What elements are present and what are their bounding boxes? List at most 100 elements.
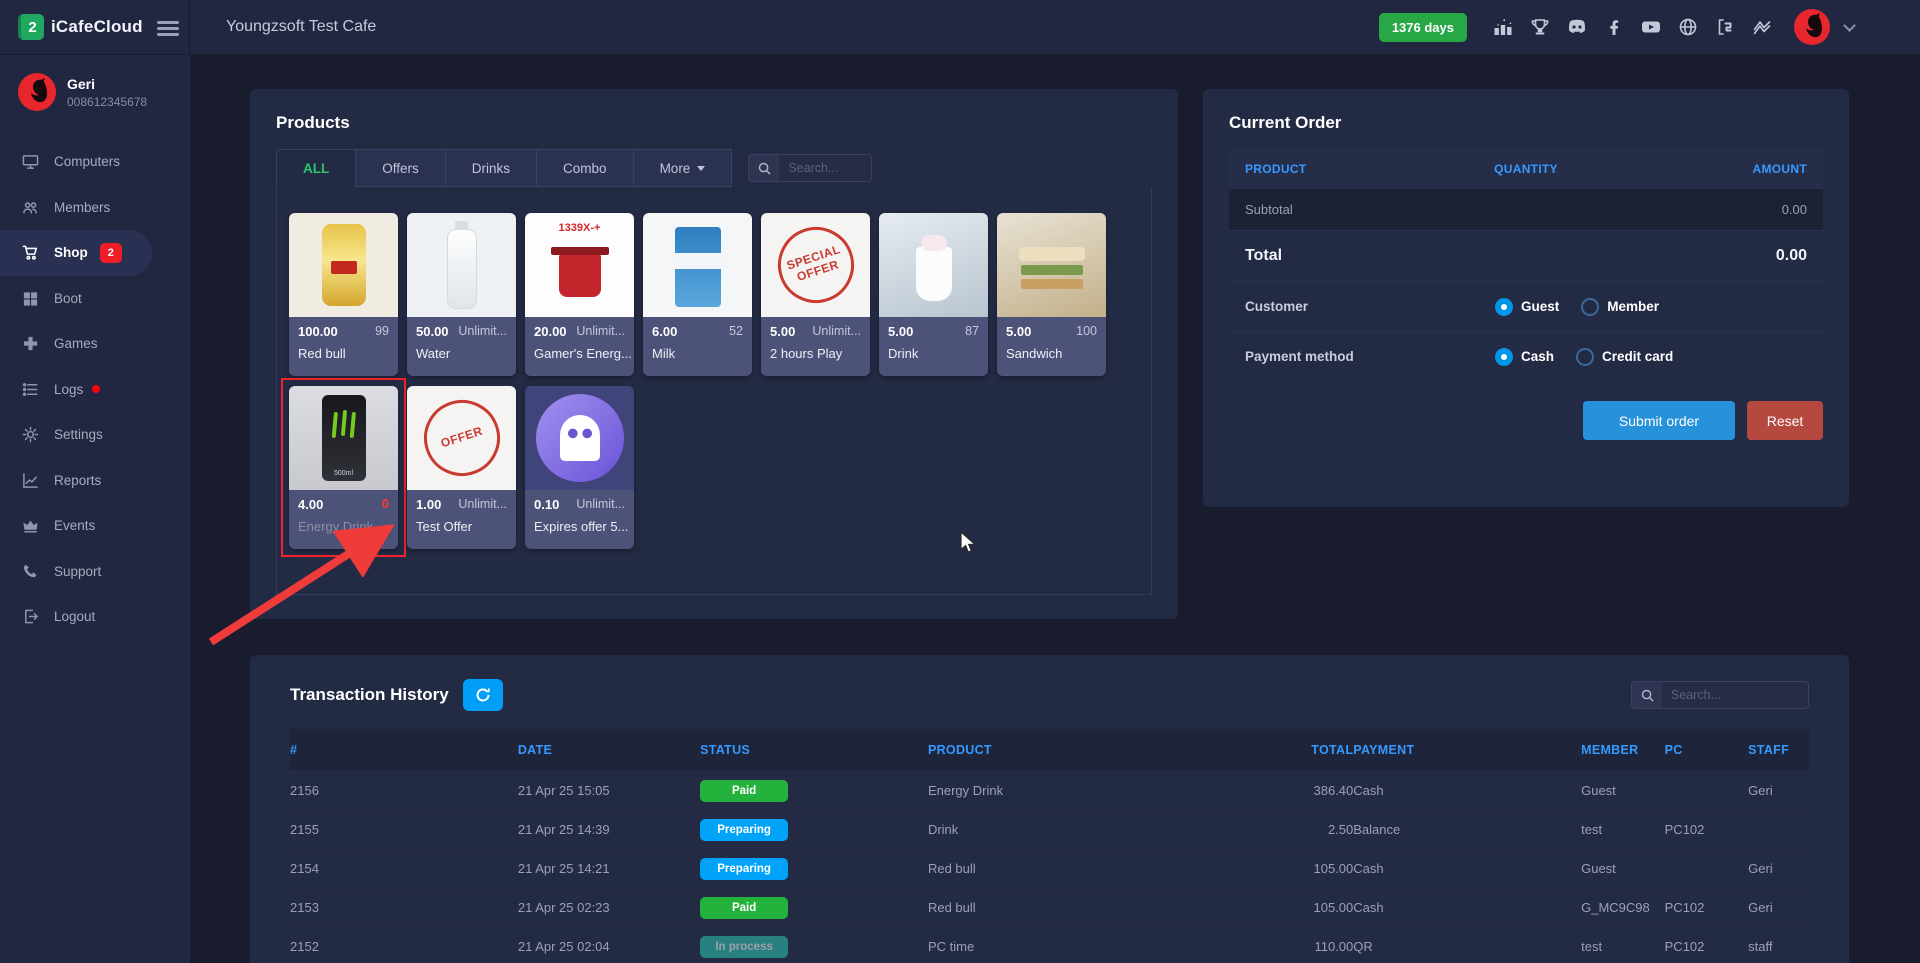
- brand-name: iCafeCloud: [51, 17, 143, 36]
- tab-all[interactable]: ALL: [276, 149, 357, 187]
- product-stock: Unlimit...: [458, 497, 507, 511]
- payment-label: Payment method: [1245, 349, 1354, 364]
- product-card-red-bull[interactable]: 100.00 99 Red bull: [289, 213, 398, 376]
- product-card-water[interactable]: 50.00 Unlimit... Water: [407, 213, 516, 376]
- product-card-milk[interactable]: 6.00 52 Milk: [643, 213, 752, 376]
- order-buttons: Submit order Reset: [1229, 401, 1823, 440]
- tab-more[interactable]: More: [633, 149, 733, 187]
- refresh-button[interactable]: [462, 679, 503, 711]
- status-badge: Paid: [700, 779, 789, 802]
- products-search-input[interactable]: [779, 161, 872, 175]
- sidebar-item-logs[interactable]: Logs: [0, 367, 190, 413]
- tx-col-product: PRODUCT: [927, 729, 1263, 771]
- tx-cell-product: Red bull: [927, 887, 1263, 927]
- tx-cell-payment: Cash: [1353, 848, 1582, 888]
- product-card-test-offer[interactable]: OFFER 1.00 Unlimit... Test Offer: [407, 386, 516, 549]
- sidebar-item-members[interactable]: Members: [0, 185, 190, 231]
- search-icon: [1632, 682, 1662, 708]
- youngzsoft-icon[interactable]: [1751, 16, 1773, 38]
- tx-cell-member: test: [1581, 926, 1665, 963]
- sidebar-item-support[interactable]: Support: [0, 549, 190, 595]
- product-card-sandwich[interactable]: 5.00 100 Sandwich: [997, 213, 1106, 376]
- tx-cell-id: 2153: [290, 887, 518, 927]
- sidebar-item-logout[interactable]: Logout: [0, 594, 190, 640]
- reset-button[interactable]: Reset: [1747, 401, 1823, 440]
- sidebar-item-reports[interactable]: Reports: [0, 458, 190, 504]
- customer-member-option[interactable]: Member: [1581, 297, 1659, 316]
- subscription-days-badge[interactable]: 1376 days: [1378, 12, 1467, 42]
- transaction-history-panel: Transaction History #DATESTATUSPRODUCTTO…: [250, 655, 1849, 963]
- trophy-icon[interactable]: [1529, 16, 1551, 38]
- tx-cell-payment: Balance: [1353, 809, 1582, 849]
- current-order-panel: Current Order PRODUCT QUANTITY AMOUNT Su…: [1203, 89, 1849, 507]
- chevron-down-icon: [697, 165, 706, 171]
- icafecloud-mini-icon[interactable]: [1714, 16, 1736, 38]
- discord-icon[interactable]: [1566, 16, 1588, 38]
- product-price: 1.00: [416, 496, 442, 512]
- product-price: 100.00: [298, 323, 338, 339]
- tx-cell-status: In process: [700, 926, 928, 963]
- sidebar-user: Geri 008612345678: [0, 55, 190, 125]
- member-radio[interactable]: [1581, 297, 1600, 316]
- tx-cell-staff: staff: [1748, 926, 1809, 963]
- tx-cell-date: 21 Apr 25 15:05: [517, 770, 701, 810]
- sidebar-item-shop[interactable]: Shop 2: [0, 230, 152, 276]
- sidebar-item-label: Reports: [54, 472, 102, 488]
- guest-radio[interactable]: [1495, 297, 1513, 316]
- sidebar-item-settings[interactable]: Settings: [0, 412, 190, 458]
- product-card-drink[interactable]: 5.00 87 Drink: [879, 213, 988, 376]
- ranking-icon[interactable]: [1492, 16, 1514, 38]
- transactions-search-input[interactable]: [1662, 688, 1792, 702]
- product-stock: Unlimit...: [576, 497, 625, 511]
- product-price: 6.00: [652, 323, 678, 339]
- customer-guest-option[interactable]: Guest: [1495, 297, 1559, 316]
- product-card-gamer-s-energ[interactable]: 1339X-+ 20.00 Unlimit... Gamer's Energ...: [525, 213, 634, 376]
- cash-radio[interactable]: [1495, 347, 1513, 366]
- submit-order-button[interactable]: Submit order: [1583, 401, 1735, 440]
- youtube-icon[interactable]: [1640, 16, 1662, 38]
- sidebar-item-events[interactable]: Events: [0, 503, 190, 549]
- facebook-icon[interactable]: [1603, 16, 1625, 38]
- transaction-row: 2152 21 Apr 25 02:04 In process PC time 110.…: [290, 926, 1809, 963]
- product-card-2-hours-play[interactable]: SPECIAL OFFER 5.00 Unlimit... 2 hours Play: [761, 213, 870, 376]
- hamburger-menu-icon[interactable]: [157, 18, 179, 40]
- tx-cell-staff: Geri: [1748, 770, 1809, 810]
- globe-icon[interactable]: [1677, 16, 1699, 38]
- tab-label: ALL: [303, 160, 330, 176]
- product-image-text: SPECIAL OFFER: [767, 217, 864, 313]
- user-name: Geri: [67, 75, 96, 92]
- redbull-product-image: [289, 213, 398, 317]
- sidebar-item-games[interactable]: Games: [0, 321, 190, 367]
- product-stock: 0: [382, 497, 389, 511]
- order-col-quantity: QUANTITY: [1494, 162, 1558, 176]
- gamers-product-image: 1339X-+: [525, 213, 634, 317]
- cafe-name: Youngzsoft Test Cafe: [226, 18, 377, 35]
- tx-cell-member: test: [1581, 809, 1665, 849]
- tx-cell-id: 2156: [290, 770, 518, 810]
- status-badge: Paid: [700, 896, 789, 919]
- sidebar-item-boot[interactable]: Boot: [0, 276, 190, 322]
- product-stock: Unlimit...: [458, 324, 507, 338]
- credit-card-radio[interactable]: [1576, 347, 1595, 366]
- tab-combo[interactable]: Combo: [537, 149, 634, 187]
- tx-cell-status: Paid: [700, 770, 928, 810]
- chevron-down-icon[interactable]: [1843, 18, 1856, 32]
- brand: 2 iCafeCloud: [0, 0, 190, 55]
- product-name: Expires offer 5...: [534, 519, 629, 534]
- sidebar-user-avatar[interactable]: [18, 73, 56, 111]
- product-card-energy-drink[interactable]: 500ml 4.00 0 Energy Drink: [281, 378, 406, 557]
- payment-cash-option[interactable]: Cash: [1495, 347, 1554, 366]
- tab-drinks[interactable]: Drinks: [445, 149, 538, 187]
- topbar: 2 iCafeCloud Youngzsoft Test Cafe 1376 d…: [0, 0, 1920, 55]
- payment-credit-card-option[interactable]: Credit card: [1576, 347, 1673, 366]
- product-stock: 99: [375, 324, 389, 338]
- search-icon: [749, 155, 780, 181]
- product-card-expires-offer-5[interactable]: 0.10 Unlimit... Expires offer 5...: [525, 386, 634, 549]
- refresh-icon: [476, 688, 490, 702]
- sidebar-item-computers[interactable]: Computers: [0, 139, 190, 185]
- subtotal-value: 0.00: [1781, 202, 1807, 217]
- tx-cell-status: Paid: [700, 887, 928, 927]
- products-tabs: ALL Offers Drinks Combo More: [276, 149, 1152, 187]
- tab-offers[interactable]: Offers: [356, 149, 446, 187]
- user-avatar[interactable]: [1794, 9, 1830, 45]
